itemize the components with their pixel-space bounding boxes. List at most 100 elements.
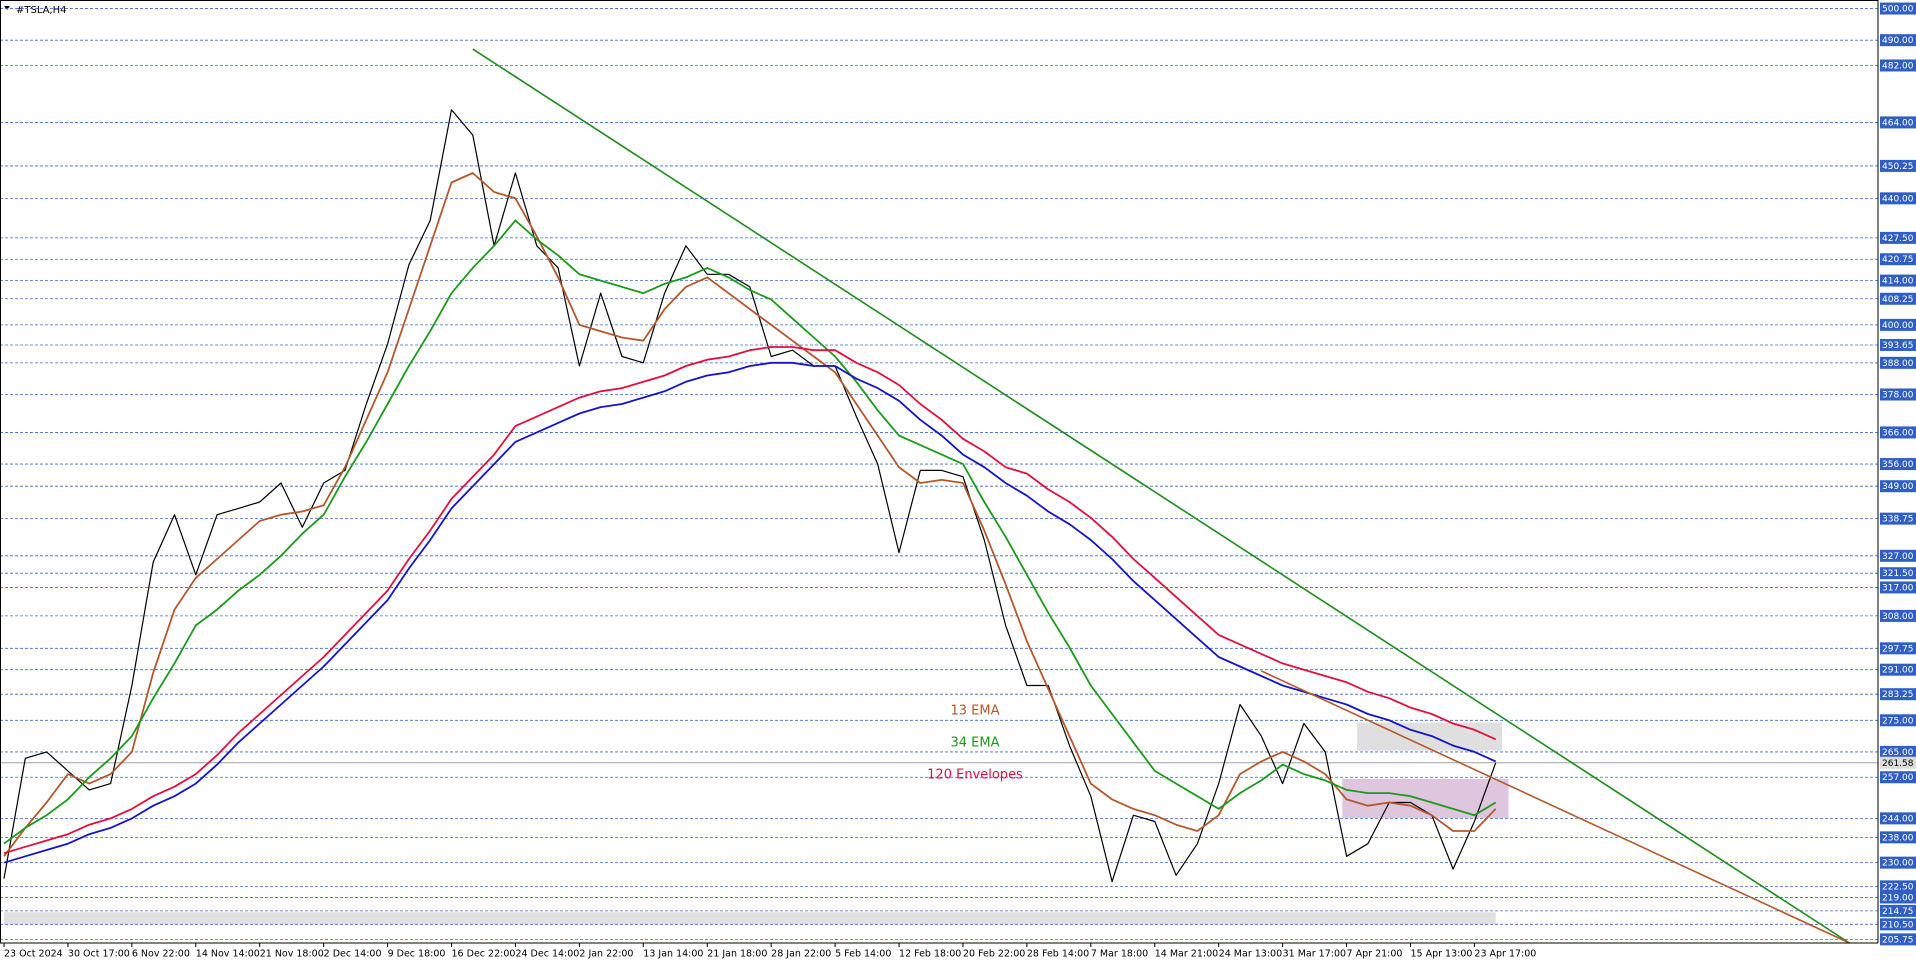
line	[3, 172, 1497, 857]
x-tick-label: 7 Mar 18:00	[1091, 949, 1148, 960]
y-tick-label: 366.00	[1882, 428, 1914, 438]
y-tick-label: 400.00	[1882, 321, 1914, 331]
y-tick-label-bg	[1880, 426, 1916, 439]
y-tick-label-bg	[1880, 642, 1916, 655]
y-tick-label-bg	[1880, 292, 1916, 305]
zone	[1357, 722, 1503, 751]
x-tick-label: 2 Jan 22:00	[579, 949, 633, 960]
series-label: 34 EMA	[951, 736, 1000, 751]
y-tick-label: 464.00	[1882, 118, 1914, 128]
y-tick-label: 308.00	[1882, 612, 1914, 622]
y-tick-label-bg	[1880, 159, 1916, 172]
y-tick-label: 291.00	[1882, 666, 1914, 676]
line	[3, 109, 1497, 883]
y-tick-label-bg	[1880, 933, 1916, 946]
y-tick-label-bg	[1880, 549, 1916, 562]
y-tick-label-bg	[1880, 356, 1916, 369]
zone	[4, 912, 1496, 925]
x-tick-label: 7 Apr 21:00	[1347, 949, 1403, 960]
x-tick-label: 31 Mar 17:00	[1283, 949, 1346, 960]
y-tick-label-bg	[1880, 771, 1916, 784]
x-tick-label: 28 Jan 22:00	[771, 949, 831, 960]
y-tick-label-bg	[1880, 59, 1916, 72]
y-tick-label: 230.00	[1882, 859, 1914, 869]
y-tick-label: 283.25	[1882, 690, 1914, 700]
y-tick-label: 205.75	[1882, 935, 1914, 945]
series-label: 120 Envelopes	[927, 768, 1023, 783]
y-tick-label-bg	[1880, 812, 1916, 825]
chart-title: #TSLA,H4	[16, 5, 67, 16]
x-tick-label: 13 Jan 14:00	[643, 949, 703, 960]
y-tick-label: 219.00	[1882, 893, 1914, 903]
y-tick-label: 490.00	[1882, 36, 1914, 46]
y-tick-label: 482.00	[1882, 61, 1914, 71]
y-tick-label-bg	[1880, 2, 1916, 15]
y-tick-label-bg	[1880, 663, 1916, 676]
y-tick-label-bg	[1880, 856, 1916, 869]
y-tick-label-bg	[1880, 458, 1916, 471]
y-tick-label-bg	[1880, 904, 1916, 917]
y-tick-label: 238.00	[1882, 833, 1914, 843]
y-tick-label-bg	[1880, 891, 1916, 904]
y-tick-label-bg	[1880, 581, 1916, 594]
y-tick-label-bg	[1880, 274, 1916, 287]
y-tick-label: 349.00	[1882, 482, 1914, 492]
y-tick-label: 440.00	[1882, 194, 1914, 204]
y-tick-label: 321.50	[1882, 569, 1914, 579]
x-tick-label: 23 Oct 2024	[4, 949, 63, 960]
x-tick-label: 16 Dec 22:00	[452, 949, 516, 960]
x-tick-label: 2 Dec 14:00	[324, 949, 382, 960]
x-tick-label: 21 Nov 18:00	[260, 949, 324, 960]
line	[3, 361, 1497, 864]
y-tick-label: 500.00	[1882, 5, 1914, 15]
y-tick-label-bg	[1880, 116, 1916, 129]
x-tick-label: 23 Apr 17:00	[1474, 949, 1536, 960]
y-tick-label-bg	[1880, 512, 1916, 525]
y-tick-label: 408.25	[1882, 295, 1914, 305]
x-tick-label: 24 Dec 14:00	[515, 949, 579, 960]
y-tick-label: 356.00	[1882, 460, 1914, 470]
x-tick-label: 30 Oct 17:00	[68, 949, 130, 960]
y-tick-label-bg	[1880, 609, 1916, 622]
y-tick-label: 222.50	[1882, 882, 1914, 892]
y-tick-label: 388.00	[1882, 359, 1914, 369]
x-tick-label: 14 Mar 21:00	[1155, 949, 1218, 960]
y-tick-label: 275.00	[1882, 716, 1914, 726]
line	[3, 219, 1497, 845]
x-tick-label: 24 Mar 13:00	[1219, 949, 1282, 960]
y-tick-label: 214.75	[1882, 907, 1914, 917]
y-tick-label: 427.50	[1882, 234, 1914, 244]
trendline	[1260, 670, 1850, 944]
current-price-bg	[1880, 756, 1916, 769]
y-tick-label-bg	[1880, 567, 1916, 580]
y-tick-label: 414.00	[1882, 277, 1914, 287]
y-tick-label: 378.00	[1882, 390, 1914, 400]
y-tick-label-bg	[1880, 480, 1916, 493]
y-tick-label-bg	[1880, 231, 1916, 244]
y-tick-label-bg	[1880, 388, 1916, 401]
y-tick-label: 210.50	[1882, 920, 1914, 930]
current-price-label: 261.58	[1882, 759, 1914, 769]
series-label: 13 EMA	[951, 704, 1000, 719]
y-tick-label-bg	[1880, 688, 1916, 701]
y-tick-label: 450.25	[1882, 162, 1914, 172]
x-tick-label: 20 Feb 22:00	[963, 949, 1025, 960]
y-tick-label: 317.00	[1882, 583, 1914, 593]
y-tick-label-bg	[1880, 918, 1916, 931]
y-tick-label-bg	[1880, 192, 1916, 205]
x-tick-label: 9 Dec 18:00	[388, 949, 446, 960]
y-tick-label-bg	[1880, 253, 1916, 266]
line	[3, 346, 1497, 855]
y-tick-label-bg	[1880, 34, 1916, 47]
y-tick-label: 338.75	[1882, 515, 1914, 525]
y-tick-label: 244.00	[1882, 814, 1914, 824]
title-arrow	[4, 6, 10, 10]
x-tick-label: 5 Feb 14:00	[835, 949, 891, 960]
y-tick-label: 420.75	[1882, 255, 1914, 265]
trendline	[472, 48, 1850, 944]
y-tick-label: 257.00	[1882, 773, 1914, 783]
y-tick-label: 327.00	[1882, 552, 1914, 562]
x-tick-label: 14 Nov 14:00	[196, 949, 260, 960]
y-tick-label: 265.00	[1882, 748, 1914, 758]
